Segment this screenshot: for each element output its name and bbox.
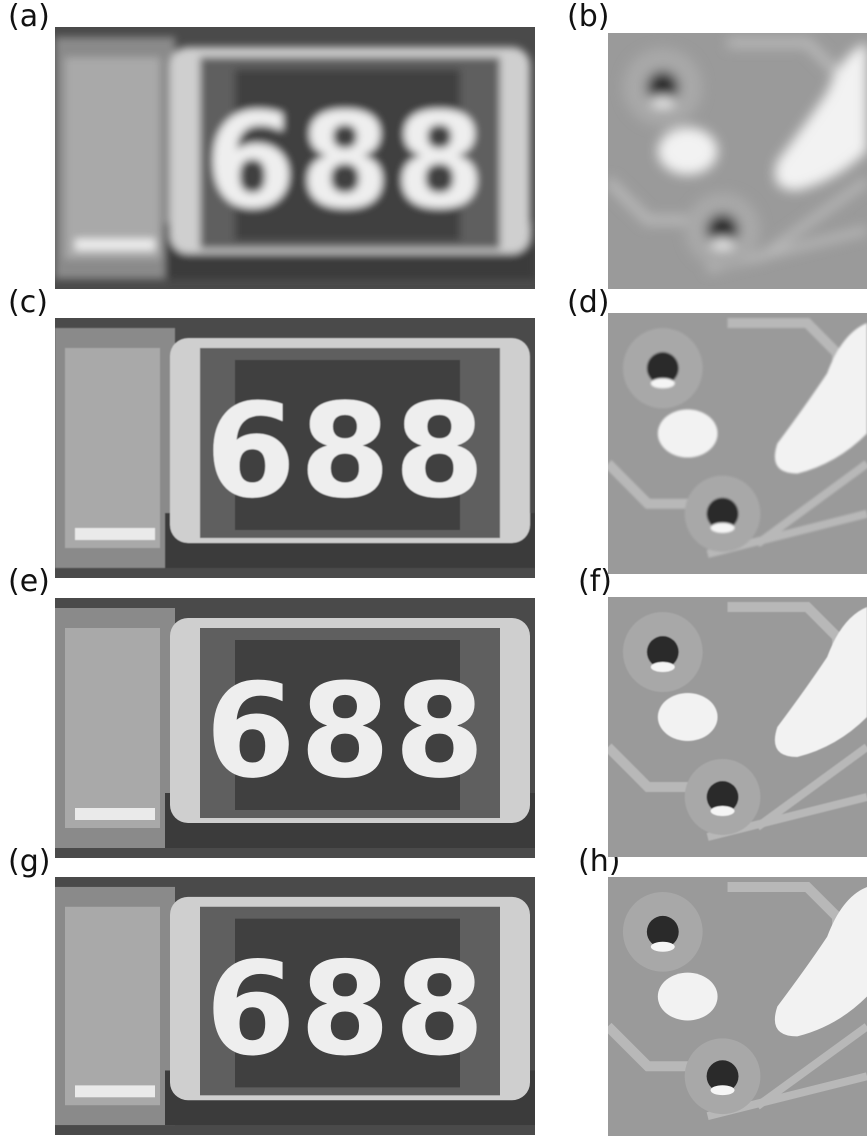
pcb-photo-f (608, 597, 867, 857)
resistor-photo-g: 688 (55, 877, 535, 1135)
label-c: (c) (8, 285, 48, 320)
label-a: (a) (8, 0, 50, 34)
label-f: (f) (578, 564, 612, 599)
resistor-photo-c: 688 (55, 318, 535, 578)
label-d: (d) (567, 285, 610, 320)
resistor-photo-e: 688 (55, 598, 535, 858)
resistor-photo-a: 688 (55, 27, 535, 289)
pcb-photo-h (608, 877, 867, 1136)
marking-text: 688 (205, 85, 488, 238)
label-b: (b) (567, 0, 610, 34)
label-e: (e) (8, 564, 50, 599)
marking-text: 688 (205, 655, 488, 807)
label-g: (g) (8, 844, 51, 879)
marking-text: 688 (205, 934, 488, 1084)
pcb-photo-d (608, 313, 867, 574)
pcb-photo-b (608, 33, 867, 289)
marking-text: 688 (205, 375, 488, 527)
